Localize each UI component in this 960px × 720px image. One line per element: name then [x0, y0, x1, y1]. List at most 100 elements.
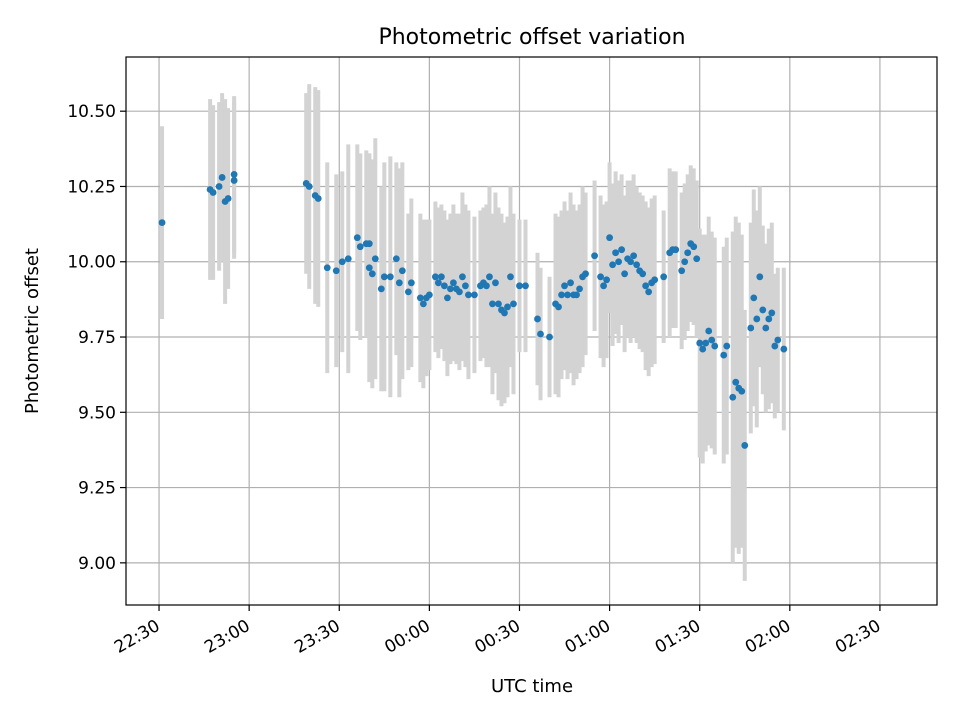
grid [126, 57, 937, 605]
x-tick-label: 01:00 [562, 616, 614, 658]
data-point [591, 252, 598, 260]
data-point [684, 249, 692, 257]
data-point [702, 339, 710, 347]
data-point [522, 282, 529, 290]
data-point [230, 171, 238, 178]
data-point [462, 282, 469, 290]
data-point [431, 273, 439, 281]
data-point [419, 300, 427, 308]
data-point [582, 270, 589, 278]
data-point [576, 285, 583, 293]
data-point [504, 303, 511, 311]
x-tick-label: 02:30 [832, 616, 884, 658]
y-tick-label: 10.00 [67, 253, 116, 273]
x-axis-ticks: 22:30 23:00 23:30 00:00 00:30 01:00 01:30 02:00… [111, 605, 884, 658]
data-point [720, 351, 728, 359]
data-point [696, 339, 704, 347]
data-point [639, 270, 647, 278]
data-point [537, 330, 544, 338]
data-point [699, 345, 707, 353]
data-point [567, 279, 574, 287]
data-point [353, 234, 361, 242]
data-point [555, 303, 562, 311]
data-point [386, 273, 394, 281]
data-point [534, 315, 541, 323]
data-point [434, 279, 442, 287]
data-point [450, 279, 457, 287]
y-axis-label: Photometric offset [22, 248, 43, 414]
data-point [741, 442, 749, 449]
data-point [218, 174, 226, 181]
data-point [338, 258, 346, 266]
data-point [507, 273, 514, 281]
data-point [380, 273, 388, 281]
data-point [459, 273, 466, 281]
data-point [621, 270, 629, 278]
y-tick-label: 9.00 [78, 554, 116, 574]
data-point [723, 342, 731, 350]
data-point [558, 291, 565, 299]
plot-frame [125, 56, 938, 606]
data-point [609, 261, 616, 269]
y-tick-label: 10.25 [67, 177, 116, 197]
x-axis-label: UTC time [491, 676, 573, 697]
data-point [561, 282, 568, 290]
data-points [158, 171, 788, 449]
chart-title: Photometric offset variation [378, 25, 685, 50]
data-point [678, 267, 686, 275]
data-point [230, 177, 238, 184]
data-point [681, 258, 689, 266]
data-point [356, 243, 364, 251]
x-tick-label: 02:00 [742, 616, 794, 658]
data-point [224, 195, 232, 202]
data-point [416, 294, 424, 302]
data-point [215, 183, 223, 190]
data-point [708, 336, 716, 344]
data-point [627, 258, 635, 266]
data-point [645, 288, 653, 296]
data-point [404, 288, 412, 296]
data-point [597, 273, 604, 281]
data-point [305, 183, 313, 190]
data-point [377, 285, 385, 293]
data-point [209, 189, 217, 196]
data-point [732, 378, 740, 386]
data-point [759, 306, 767, 314]
data-point [495, 300, 502, 308]
x-tick-label: 00:00 [381, 616, 433, 658]
data-point [651, 276, 659, 284]
data-point [365, 240, 373, 248]
data-point [323, 264, 331, 272]
data-point [332, 267, 340, 275]
data-point [437, 273, 445, 281]
data-point [705, 327, 713, 335]
data-point [774, 336, 782, 344]
data-point [618, 246, 626, 254]
y-tick-label: 10.50 [67, 102, 116, 122]
data-point [392, 255, 400, 263]
data-point [371, 255, 379, 263]
data-point [365, 264, 373, 272]
x-tick-label: 01:30 [652, 616, 704, 658]
data-point [398, 267, 406, 275]
data-point [546, 333, 553, 341]
data-point [465, 291, 472, 299]
data-point [642, 282, 650, 290]
data-point [573, 291, 580, 299]
y-tick-label: 9.25 [78, 479, 116, 499]
data-point [158, 219, 166, 227]
data-point [492, 279, 499, 287]
data-point [489, 300, 496, 308]
data-point [443, 294, 451, 302]
data-point [612, 249, 620, 257]
y-tick-label: 9.50 [78, 403, 116, 423]
data-point [690, 243, 698, 251]
y-axis-ticks: 9.00 9.25 9.50 9.75 10.00 10.25 10.50 [67, 102, 126, 574]
data-point [711, 342, 719, 350]
data-point [750, 294, 758, 302]
data-point [780, 345, 788, 353]
data-point [747, 324, 755, 332]
error-bars [160, 84, 786, 581]
data-point [630, 252, 638, 260]
